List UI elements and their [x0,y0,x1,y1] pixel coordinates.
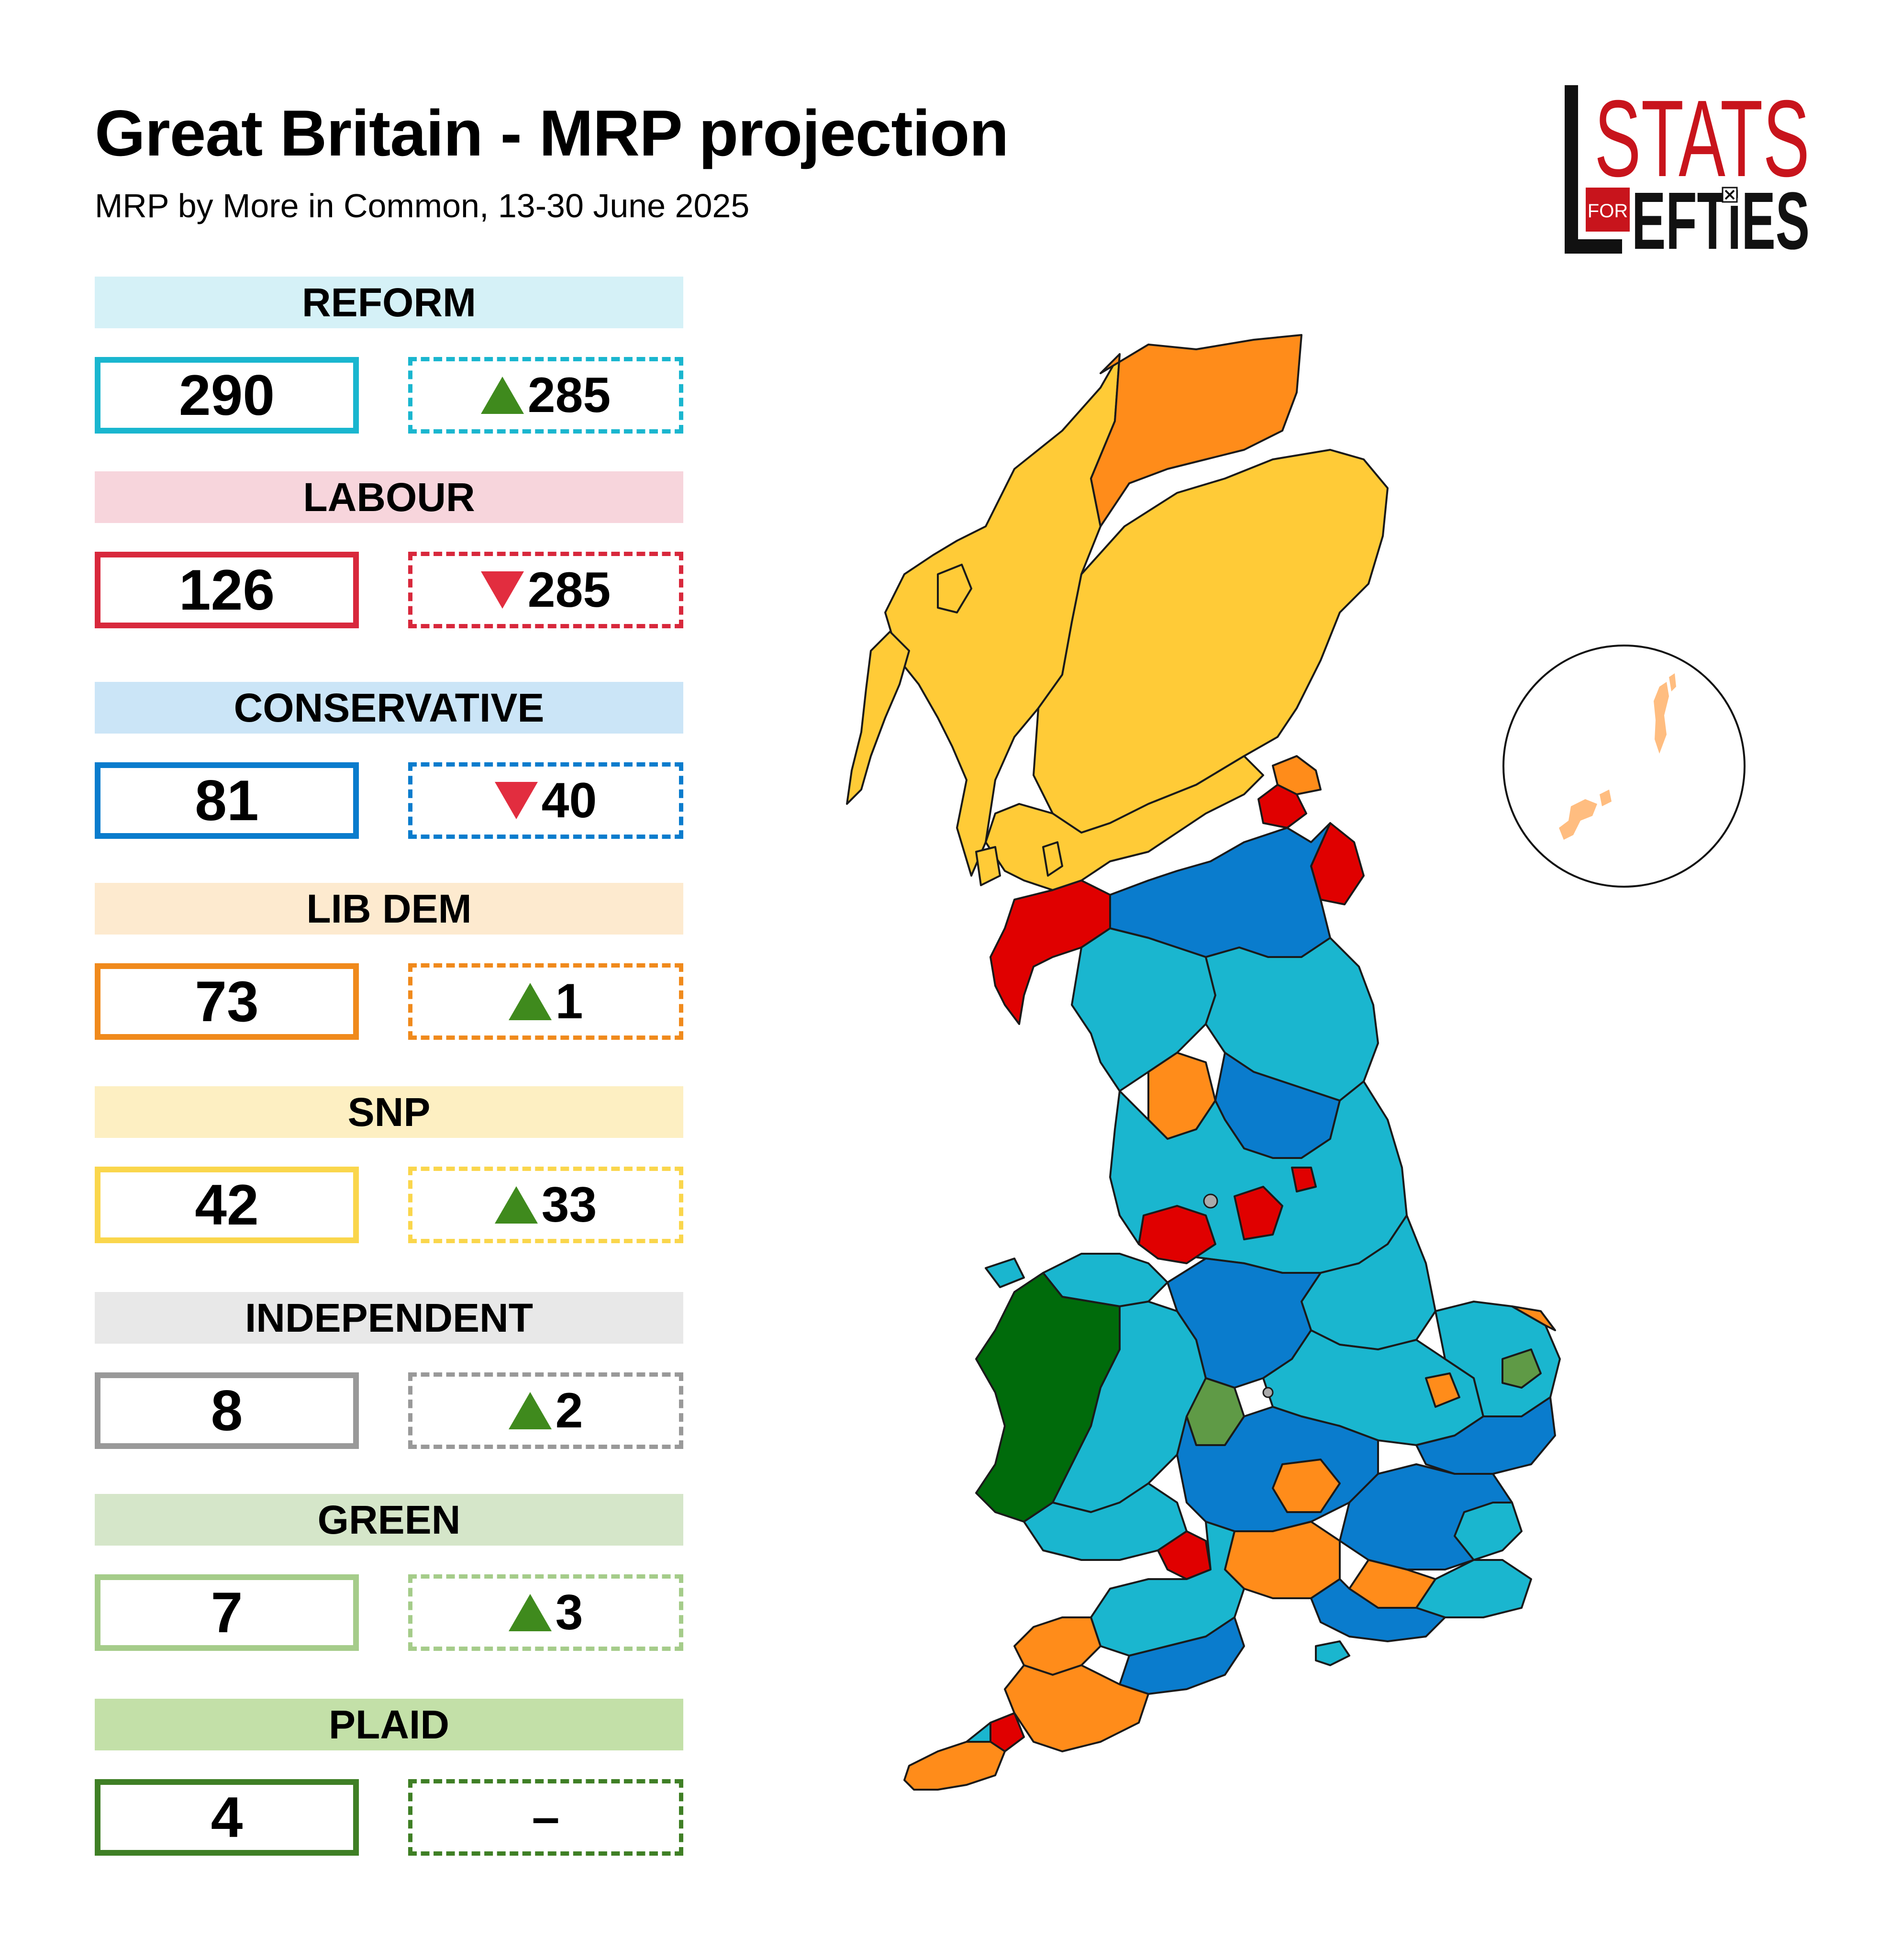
seat-count-box: 73 [95,963,359,1040]
logo-for-text: FOR [1588,200,1628,222]
map-region-shetland [1654,682,1669,754]
map-region-devon-libdem [1004,1664,1149,1752]
seat-change-box: 2 [408,1372,683,1449]
logo-stats-text: STATS [1594,81,1810,200]
seat-change-box: 285 [408,552,683,628]
seat-count-box: 8 [95,1372,359,1449]
seat-count-box: 290 [95,357,359,434]
seat-count-box: 81 [95,762,359,839]
up-arrow-icon [494,1186,538,1224]
down-arrow-icon [480,571,524,609]
seat-change-value: 1 [555,973,583,1029]
up-arrow-icon [508,983,552,1020]
map-region-essex-reform [1454,1502,1523,1561]
map-region-south-wales-reform [1023,1482,1188,1561]
map-region-skye [937,564,972,613]
seat-change-box: 3 [408,1574,683,1651]
up-arrow-icon [480,377,524,414]
map-region-cornwall-libdem [903,1741,1006,1791]
map-region-anglesey [985,1258,1025,1288]
map-region-york-labour [1291,1167,1317,1192]
map-region-leeds-labour [1234,1186,1283,1240]
seat-change-box: 1 [408,963,683,1040]
party-name-band: PLAID [95,1699,683,1750]
party-name-band: CONSERVATIVE [95,682,683,734]
seat-count-box: 4 [95,1779,359,1856]
map-seat-independent [1203,1193,1218,1209]
map-region-norfolk-libdem [1511,1305,1556,1331]
map-region-east-lothian-labour [1257,784,1307,829]
seat-change-value: 285 [527,562,611,618]
map-region-western-isles [846,631,910,805]
party-name-band: REFORM [95,277,683,328]
map-region-orkney-east [1600,790,1612,806]
map-region-caithness-sutherland [1090,334,1302,527]
seat-change-box: – [408,1779,683,1856]
seat-change-value: 285 [527,367,611,423]
map-region-isle-of-wight [1315,1640,1350,1666]
seat-change-value: 3 [555,1584,583,1640]
map-region-cambridge-libdem [1425,1372,1460,1408]
seat-change-box: 33 [408,1167,683,1243]
map-seat-independent [1262,1387,1274,1398]
seat-change-value: 2 [555,1382,583,1438]
map-region-cumbria-reform [1071,927,1216,1092]
party-name-band: GREEN [95,1494,683,1546]
seat-change-box: 40 [408,762,683,839]
seat-count-box: 126 [95,552,359,628]
party-name-band: INDEPENDENT [95,1292,683,1344]
map-region-norwich-green [1502,1348,1542,1389]
map-region-shetland-north [1669,673,1676,691]
map-region-arran [1042,841,1063,877]
map-region-oxford-libdem [1272,1459,1341,1513]
party-name-band: SNP [95,1086,683,1138]
down-arrow-icon [494,782,538,819]
stats-for-lefties-logo: STATS FOR EFTiES [1565,81,1810,258]
seat-change-value: 40 [541,772,597,828]
party-name-band: LABOUR [95,471,683,523]
map-region-scotland-east [1033,449,1389,834]
page-title: Great Britain - MRP projection [95,97,1009,169]
party-name-band: LIB DEM [95,883,683,935]
map-region-cornwall-reform [966,1722,991,1743]
map-region-orkney [1559,799,1597,840]
seat-change-value: – [532,1789,560,1845]
page-subtitle: MRP by More in Common, 13-30 June 2025 [95,187,750,224]
seat-count-box: 7 [95,1574,359,1651]
map-region-sussex-conservative [1310,1578,1446,1642]
seat-count-box: 42 [95,1167,359,1243]
constituency-map [846,334,1561,1791]
seat-change-value: 33 [541,1177,597,1233]
logo-lefties-text: EFTiES [1632,176,1810,258]
map-region-manchester-labour [1138,1205,1216,1264]
map-region-dumfries-labour [990,880,1111,1025]
up-arrow-icon [508,1392,552,1429]
shetland-inset-map [1502,645,1746,888]
up-arrow-icon [508,1594,552,1631]
seat-change-box: 285 [408,357,683,434]
map-region-islay [975,846,1001,886]
